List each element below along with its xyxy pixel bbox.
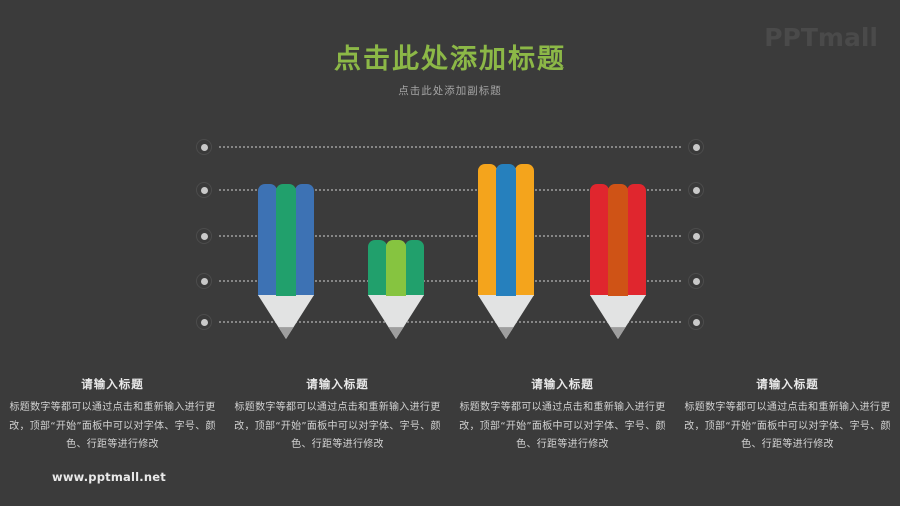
pencil-3-barrel <box>478 164 534 296</box>
title-block: 点击此处添加标题 点击此处添加副标题 <box>0 44 900 98</box>
caption-block-1: 请输入标题标题数字等都可以通过点击和重新输入进行更改，顶部“开始”面板中可以对字… <box>0 376 225 455</box>
dotted-gridline-2 <box>218 189 682 191</box>
pencil-4-graphite-point <box>610 327 626 339</box>
pencil-1-barrel <box>258 184 314 296</box>
caption-block-2: 请输入标题标题数字等都可以通过点击和重新输入进行更改，顶部“开始”面板中可以对字… <box>225 376 450 455</box>
pencil-4-stripe-right <box>626 184 646 296</box>
pencil-3-graphite-point <box>498 327 514 339</box>
pencil-2-stripe-left <box>368 240 388 296</box>
dotted-gridline-4 <box>218 280 682 282</box>
pencil-4[interactable] <box>590 184 646 339</box>
pencil-3-stripe-left <box>478 164 498 296</box>
grid-row-5 <box>196 314 704 330</box>
caption-row: 请输入标题标题数字等都可以通过点击和重新输入进行更改，顶部“开始”面板中可以对字… <box>0 376 900 455</box>
pptmall-logo: PPTmall <box>764 23 878 52</box>
pencil-2[interactable] <box>368 240 424 339</box>
pencil-1[interactable] <box>258 184 314 339</box>
pencil-2-tip <box>368 295 424 339</box>
grid-marker-left-5 <box>196 314 212 330</box>
dotted-gridline-5 <box>218 321 682 323</box>
pencil-1-stripe-mid <box>276 184 296 296</box>
pencil-2-stripe-mid <box>386 240 406 296</box>
pencil-4-tip <box>590 295 646 339</box>
caption-body-1[interactable]: 标题数字等都可以通过点击和重新输入进行更改，顶部“开始”面板中可以对字体、字号、… <box>9 402 216 450</box>
caption-body-4[interactable]: 标题数字等都可以通过点击和重新输入进行更改，顶部“开始”面板中可以对字体、字号、… <box>684 402 891 450</box>
dotted-gridline-1 <box>218 146 682 148</box>
caption-block-3: 请输入标题标题数字等都可以通过点击和重新输入进行更改，顶部“开始”面板中可以对字… <box>450 376 675 455</box>
grid-marker-left-4 <box>196 273 212 289</box>
grid-marker-left-2 <box>196 182 212 198</box>
grid-row-2 <box>196 182 704 198</box>
grid-marker-right-4 <box>688 273 704 289</box>
grid-marker-right-1 <box>688 139 704 155</box>
caption-title-3[interactable]: 请输入标题 <box>531 377 594 391</box>
pencil-1-tip <box>258 295 314 339</box>
caption-title-2[interactable]: 请输入标题 <box>306 377 369 391</box>
grid-marker-left-1 <box>196 139 212 155</box>
caption-title-4[interactable]: 请输入标题 <box>756 377 819 391</box>
pencil-3-stripe-right <box>514 164 534 296</box>
caption-body-2[interactable]: 标题数字等都可以通过点击和重新输入进行更改，顶部“开始”面板中可以对字体、字号、… <box>234 402 441 450</box>
pencil-1-stripe-right <box>294 184 314 296</box>
pencil-3[interactable] <box>478 164 534 339</box>
pencil-1-graphite-point <box>278 327 294 339</box>
pencil-4-barrel <box>590 184 646 296</box>
grid-marker-left-3 <box>196 228 212 244</box>
pencil-2-graphite-point <box>388 327 404 339</box>
pencil-3-tip <box>478 295 534 339</box>
page-subtitle[interactable]: 点击此处添加副标题 <box>398 85 502 98</box>
grid-marker-right-5 <box>688 314 704 330</box>
pencil-3-stripe-mid <box>496 164 516 296</box>
caption-title-1[interactable]: 请输入标题 <box>81 377 144 391</box>
pencil-2-barrel <box>368 240 424 296</box>
grid-row-1 <box>196 139 704 155</box>
grid-row-3 <box>196 228 704 244</box>
dotted-gridline-3 <box>218 235 682 237</box>
pencil-1-stripe-left <box>258 184 278 296</box>
pencil-4-stripe-left <box>590 184 610 296</box>
grid-row-4 <box>196 273 704 289</box>
caption-block-4: 请输入标题标题数字等都可以通过点击和重新输入进行更改，顶部“开始”面板中可以对字… <box>675 376 900 455</box>
caption-body-3[interactable]: 标题数字等都可以通过点击和重新输入进行更改，顶部“开始”面板中可以对字体、字号、… <box>459 402 666 450</box>
pencil-4-stripe-mid <box>608 184 628 296</box>
pencil-2-stripe-right <box>404 240 424 296</box>
grid-marker-right-3 <box>688 228 704 244</box>
page-title[interactable]: 点击此处添加标题 <box>334 44 566 75</box>
grid-marker-right-2 <box>688 182 704 198</box>
footer-url: www.pptmall.net <box>52 470 166 484</box>
